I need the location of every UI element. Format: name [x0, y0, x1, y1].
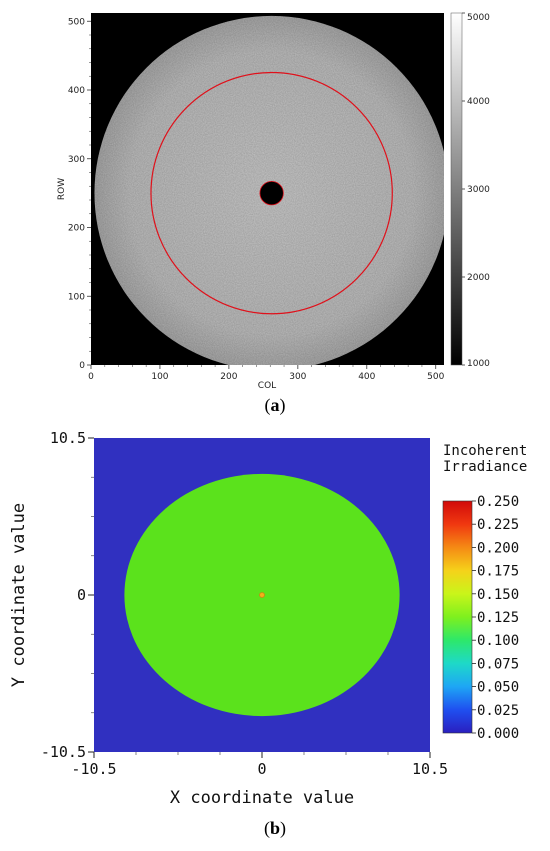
y-tick-label: 400 [68, 86, 85, 96]
x-tick-label: 10.5 [412, 760, 448, 778]
colorbar-tick-label: 4000 [467, 97, 490, 107]
colorbar-tick-label: 0.250 [477, 494, 519, 510]
caption-a: (a) [264, 395, 286, 415]
colorbar-tick-label: 0.175 [477, 564, 519, 580]
x-tick-label: 0 [88, 372, 94, 382]
colorbar-tick-label: 0.225 [477, 517, 519, 533]
x-axis-label: X coordinate value [170, 788, 354, 805]
center-spot [259, 592, 265, 598]
y-tick-label: 300 [68, 155, 85, 165]
colorbar-ticks: 0.250 0.225 0.200 0.175 0.150 0.125 0.100 0.075… [472, 494, 519, 742]
y-tick-label: 10.5 [50, 429, 86, 447]
x-axis-label: COL [258, 381, 276, 391]
colorbar-tick-label: 2000 [467, 273, 490, 283]
colorbar-title-line2: Irradiance [443, 459, 527, 475]
y-tick-label: 200 [68, 224, 85, 234]
y-tick-label: -10.5 [41, 743, 86, 761]
x-tick-label: 100 [151, 372, 168, 382]
x-tick-label: 500 [427, 372, 444, 382]
colorbar-tick-label: 0.125 [477, 610, 519, 626]
colorbar-tick-label: 1000 [467, 359, 490, 369]
y-tick-label: 500 [68, 17, 85, 27]
colorbar-tick-label: 0.200 [477, 540, 519, 556]
colorbar-ticks: 1000 2000 3000 4000 5000 [462, 12, 490, 369]
x-axis-ticks: -10.5 0 10.5 [71, 752, 448, 778]
colorbar-tick-label: 0.150 [477, 587, 519, 603]
x-tick-label: 300 [289, 372, 306, 382]
x-tick-label: 400 [358, 372, 375, 382]
colorbar-tick-label: 0.000 [477, 726, 519, 742]
colorbar [450, 12, 463, 366]
x-tick-label: -10.5 [71, 760, 116, 778]
y-axis-label: ROW [57, 178, 67, 200]
colorbar-tick-label: 0.050 [477, 680, 519, 696]
colorbar-tick-label: 0.100 [477, 633, 519, 649]
y-axis-ticks: 0 100 200 300 400 500 [68, 17, 91, 371]
colorbar-tick-label: 5000 [467, 13, 490, 23]
colorbar-tick-label: 0.075 [477, 656, 519, 672]
colorbar-title-line1: Incoherent [443, 443, 527, 459]
colorbar-tick-label: 0.025 [477, 703, 519, 719]
annulus-circle [150, 71, 393, 315]
chart-b: -10.5 0 10.5 10.5 0 -10.5 X coordinate value… [9, 429, 527, 805]
caption-b: (b) [263, 818, 286, 838]
x-tick-label: 200 [220, 372, 237, 382]
y-axis-label: Y coordinate value [9, 503, 29, 687]
central-obscuration [259, 181, 284, 206]
y-tick-label: 0 [77, 586, 86, 604]
x-axis-ticks: 0 100 200 300 400 500 [88, 365, 445, 382]
colorbar [442, 500, 473, 734]
colorbar-tick-label: 3000 [467, 185, 490, 195]
y-axis-ticks: 10.5 0 -10.5 [41, 429, 94, 761]
chart-a: 0 100 200 300 400 500 0 100 200 300 400 500 COL RO… [57, 12, 490, 391]
y-tick-label: 100 [68, 292, 85, 302]
y-tick-label: 0 [79, 361, 85, 371]
x-tick-label: 0 [257, 760, 266, 778]
